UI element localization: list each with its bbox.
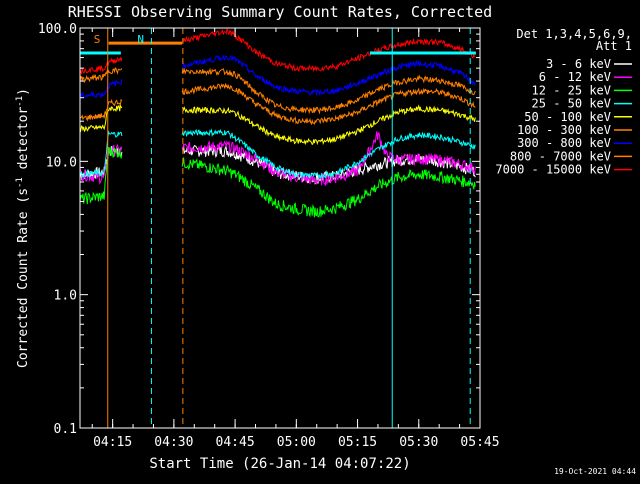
series-line	[80, 128, 476, 180]
series-line	[80, 146, 476, 218]
legend-label: 300 - 800 keV	[517, 136, 611, 150]
x-axis-label: Start Time (26-Jan-14 04:07:22)	[149, 456, 410, 472]
event-marker-label: S	[94, 33, 101, 46]
series-line	[80, 82, 476, 126]
legend-label: 3 - 6 keV	[546, 57, 611, 71]
x-tick-label: 05:45	[460, 435, 499, 450]
x-tick-label: 05:00	[277, 435, 316, 450]
legend-header-line-2: Att 1	[596, 39, 632, 53]
y-tick-label: 1.0	[54, 289, 77, 304]
x-tick-label: 04:45	[216, 435, 255, 450]
legend-label: 6 - 12 keV	[539, 70, 611, 84]
legend-label: 100 - 300 keV	[517, 123, 611, 137]
y-tick-label: 10.0	[46, 155, 77, 170]
y-tick-label: 100.0	[38, 22, 77, 37]
series-line	[80, 131, 476, 187]
series-line	[80, 54, 476, 99]
series-line	[80, 67, 476, 115]
series-line	[80, 28, 476, 76]
x-tick-label: 04:15	[93, 435, 132, 450]
plot-frame	[79, 27, 481, 429]
x-tick-label: 05:30	[399, 435, 438, 450]
legend-label: 7000 - 15000 keV	[495, 163, 611, 177]
series-line	[80, 104, 476, 146]
legend-label: 800 - 7000 keV	[510, 149, 611, 163]
x-tick-label: 04:30	[154, 435, 193, 450]
legend-label: 50 - 100 keV	[524, 110, 611, 124]
legend-header-line-1: Det 1,3,4,5,6,9,	[516, 27, 632, 41]
chart-title: RHESSI Observing Summary Count Rates, Co…	[68, 3, 492, 21]
event-marker-label: N	[137, 33, 144, 46]
legend-label: 12 - 25 keV	[532, 83, 611, 97]
x-tick-label: 05:15	[338, 435, 377, 450]
legend-label: 25 - 50 keV	[532, 97, 611, 111]
y-axis-label: Corrected Count Rate (s-1 detector-1)	[15, 88, 31, 368]
y-tick-label: 0.1	[54, 422, 77, 437]
footer-date: 19-Oct-2021 04:44	[554, 467, 636, 476]
